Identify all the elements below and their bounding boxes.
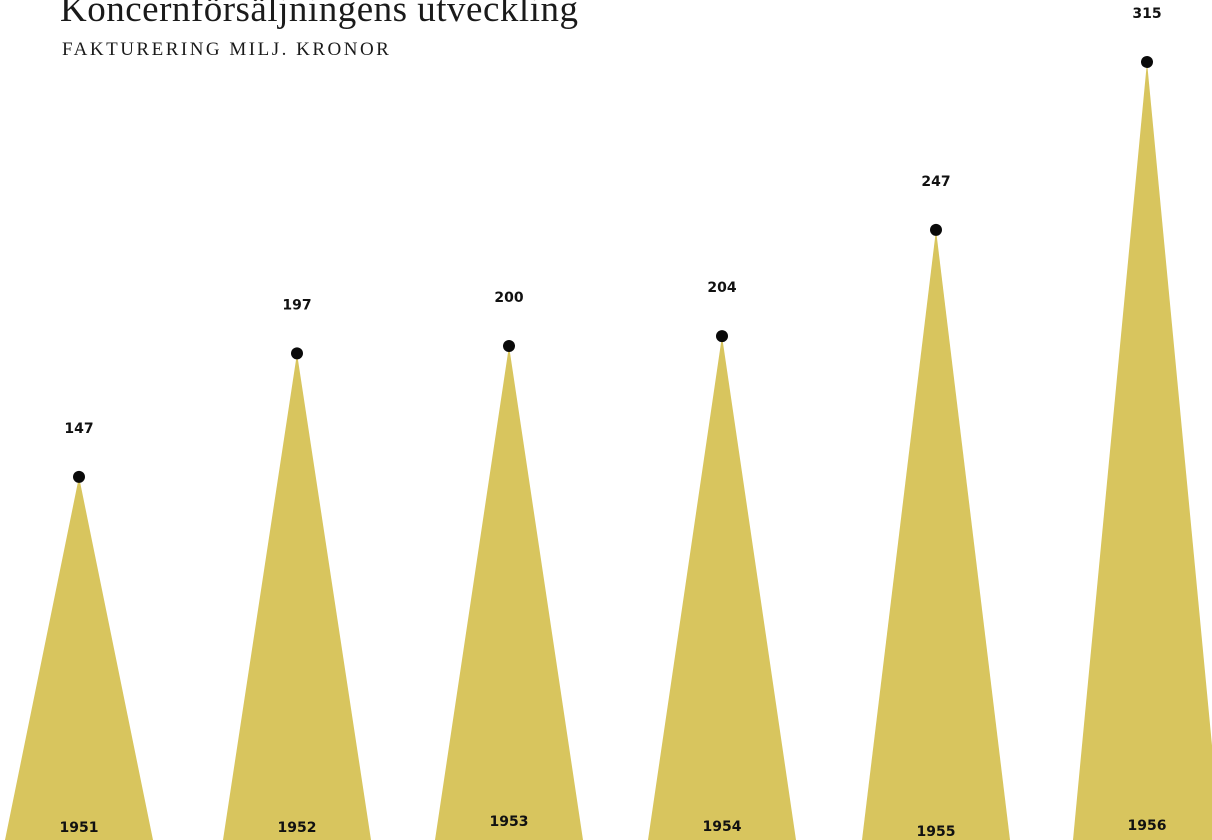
spike-1955 <box>862 229 1010 840</box>
value-label-1956: 315 <box>1132 6 1161 22</box>
year-label-1953: 1953 <box>490 814 529 830</box>
peak-dot-1956 <box>1141 55 1153 68</box>
value-label-1951: 147 <box>64 421 93 437</box>
spike-1953 <box>435 346 583 840</box>
spike-1954 <box>648 336 796 840</box>
value-label-1952: 197 <box>282 297 311 313</box>
spike-1951 <box>5 476 153 840</box>
peak-dot-1952 <box>291 347 303 360</box>
chart-title: Koncernförsäljningens utveckling <box>60 0 579 30</box>
year-label-1951: 1951 <box>60 820 99 836</box>
peak-dot-1951 <box>73 470 85 483</box>
year-label-1952: 1952 <box>278 820 317 836</box>
chart-subtitle: FAKTURERING MILJ. KRONOR <box>62 39 392 60</box>
value-label-1953: 200 <box>494 290 523 306</box>
value-label-1954: 204 <box>707 280 736 296</box>
peak-dot-1954 <box>716 330 728 343</box>
value-label-1955: 247 <box>921 174 950 190</box>
spike-1956 <box>1073 61 1212 840</box>
peak-dot-1953 <box>503 340 515 352</box>
year-label-1955: 1955 <box>917 824 956 840</box>
peak-dot-1955 <box>930 223 942 236</box>
year-label-1956: 1956 <box>1128 818 1167 834</box>
year-label-1954: 1954 <box>703 819 742 835</box>
spike-1952 <box>223 353 371 840</box>
